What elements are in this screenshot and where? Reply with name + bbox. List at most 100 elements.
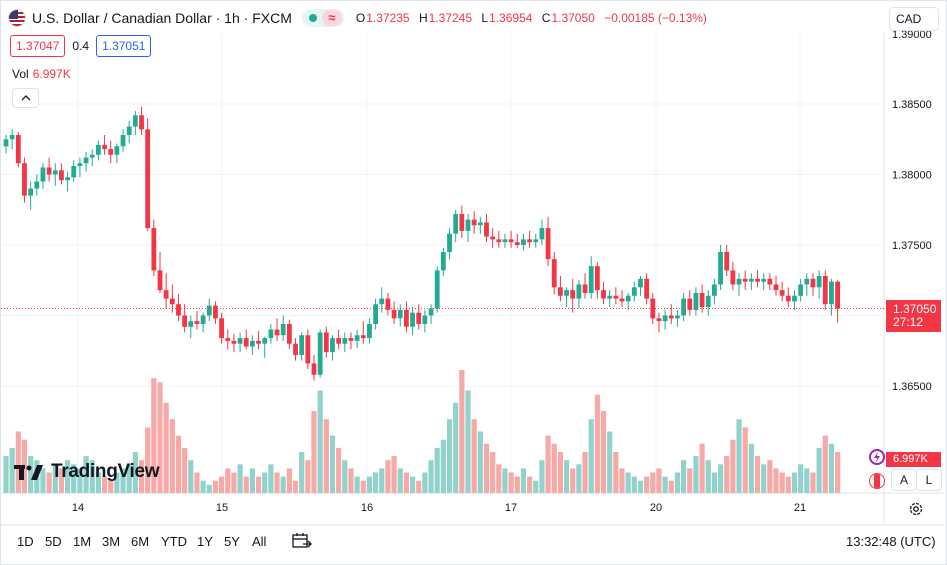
volume-bar xyxy=(342,460,348,493)
candle xyxy=(564,287,569,308)
event-flag-icon[interactable] xyxy=(869,449,885,465)
volume-bar xyxy=(490,452,496,493)
candle-body xyxy=(675,315,680,319)
candle xyxy=(299,332,305,361)
volume-bar xyxy=(422,472,428,493)
volume-bar xyxy=(446,419,453,493)
candle-body xyxy=(139,115,144,130)
candle xyxy=(539,219,545,245)
volume-bar xyxy=(465,390,471,493)
volume-bar xyxy=(804,468,810,493)
volume-bar xyxy=(397,468,403,493)
volume-bar xyxy=(101,476,108,493)
candle-body xyxy=(15,135,21,164)
volume-bar xyxy=(477,431,483,493)
bar-countdown: 27:12 xyxy=(893,315,924,329)
candle xyxy=(360,321,366,344)
gear-icon[interactable] xyxy=(908,501,924,517)
volume-bar xyxy=(336,447,342,493)
collapse-legend-button[interactable] xyxy=(12,88,39,108)
candle xyxy=(440,247,446,277)
candle-body xyxy=(231,340,237,344)
volume-bar xyxy=(145,427,151,493)
candle-body xyxy=(440,252,446,271)
time-tick-label: 20 xyxy=(650,502,662,514)
candle-body xyxy=(570,290,576,299)
volume-bar xyxy=(810,472,816,493)
price-axis xyxy=(884,33,944,493)
candle-body xyxy=(120,135,126,147)
volume-bar xyxy=(730,439,736,493)
candle-body xyxy=(724,252,730,271)
candle-body xyxy=(3,139,9,147)
candle-body xyxy=(416,312,422,324)
candle-body xyxy=(145,129,151,229)
candle-body xyxy=(293,343,298,355)
volume-bar xyxy=(563,460,570,493)
candle-body xyxy=(34,181,40,189)
candle-body xyxy=(712,284,717,296)
candle xyxy=(200,312,206,333)
candle-body xyxy=(558,287,563,296)
candle xyxy=(120,129,126,152)
volume-bar xyxy=(65,460,71,493)
timeframe-1m[interactable]: 1M xyxy=(73,534,92,549)
candle-body xyxy=(46,167,52,175)
volume-value: 6.997K xyxy=(32,67,71,81)
candle xyxy=(268,323,274,344)
volume-bar xyxy=(434,447,440,493)
currency-button[interactable]: CAD xyxy=(889,7,939,31)
volume-bar xyxy=(403,472,409,493)
volume-series xyxy=(3,370,841,493)
candle-body xyxy=(835,281,840,309)
candle-body xyxy=(644,278,650,299)
auto-scale-button[interactable]: A xyxy=(891,469,917,491)
timeframe-3m[interactable]: 3M xyxy=(102,534,121,549)
symbol-title[interactable]: U.S. Dollar / Canadian Dollar · 1h · FXC… xyxy=(32,10,292,26)
volume-bar xyxy=(206,484,212,493)
volume-bar xyxy=(816,447,822,493)
candle xyxy=(761,273,767,291)
sell-price-button[interactable]: 1.37047 xyxy=(10,35,66,57)
volume-bar xyxy=(650,472,656,493)
timeframe-5d[interactable]: 5D xyxy=(45,534,62,549)
candle-body xyxy=(631,287,637,296)
volume-bar xyxy=(699,443,705,493)
legend-header: U.S. Dollar / Canadian Dollar · 1h · FXC… xyxy=(8,8,707,28)
log-scale-button[interactable]: L xyxy=(916,469,942,491)
volume-bar xyxy=(496,464,502,493)
candle xyxy=(15,132,21,168)
timeframe-1d[interactable]: 1D xyxy=(17,534,34,549)
volume-bar xyxy=(274,472,280,493)
volume-bar xyxy=(835,452,841,493)
candle-body xyxy=(656,318,662,322)
volume-bar xyxy=(329,435,336,493)
timeframe-ytd[interactable]: YTD xyxy=(161,534,187,549)
candle xyxy=(280,315,286,341)
candle-body xyxy=(268,329,274,339)
candle xyxy=(730,261,736,291)
candle-body xyxy=(262,338,268,344)
candle xyxy=(502,233,508,248)
timeframe-6m[interactable]: 6M xyxy=(131,534,150,549)
timeframe-1y[interactable]: 1Y xyxy=(197,534,213,549)
volume-bar xyxy=(428,460,434,493)
buy-price-button[interactable]: 1.37051 xyxy=(96,35,152,57)
event-flag-icon[interactable] xyxy=(869,473,885,489)
volume-bar xyxy=(188,460,194,493)
candle xyxy=(545,216,551,267)
calendar-range-icon[interactable] xyxy=(291,531,313,551)
timeframe-all[interactable]: All xyxy=(252,534,267,549)
candle-body xyxy=(576,284,582,299)
clock[interactable]: 13:32:48 (UTC) xyxy=(846,534,936,549)
candle xyxy=(9,129,15,150)
market-status-pill[interactable]: ≈ xyxy=(301,9,344,27)
timeframe-5y[interactable]: 5Y xyxy=(224,534,240,549)
volume-bar xyxy=(742,427,748,493)
candle-body xyxy=(521,239,526,245)
candle-body xyxy=(705,295,711,308)
candle xyxy=(521,233,526,251)
candle xyxy=(71,160,77,182)
candle-body xyxy=(28,188,34,196)
